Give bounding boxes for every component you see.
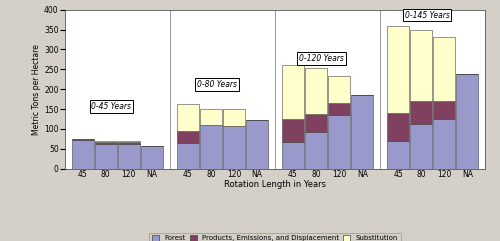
Bar xyxy=(282,65,304,119)
Bar xyxy=(434,119,456,169)
Bar xyxy=(72,140,94,169)
Bar xyxy=(223,109,245,126)
Bar xyxy=(305,132,327,169)
Bar xyxy=(410,30,432,101)
Bar xyxy=(200,125,222,169)
Bar xyxy=(434,37,456,101)
X-axis label: Rotation Length in Years: Rotation Length in Years xyxy=(224,181,326,189)
Bar xyxy=(328,115,350,169)
Text: 0-80 Years: 0-80 Years xyxy=(196,80,236,89)
Bar xyxy=(94,141,116,142)
Bar xyxy=(352,95,373,169)
Bar xyxy=(410,124,432,169)
Bar xyxy=(118,142,140,144)
Y-axis label: Metric Tons per Hectare: Metric Tons per Hectare xyxy=(32,44,42,135)
Bar xyxy=(200,109,222,125)
Bar xyxy=(72,139,94,140)
Bar xyxy=(282,119,304,142)
Bar xyxy=(177,131,199,143)
Bar xyxy=(305,68,327,114)
Bar xyxy=(410,101,432,124)
Bar xyxy=(177,104,199,131)
Bar xyxy=(387,141,409,169)
Bar xyxy=(118,144,140,169)
Bar xyxy=(223,126,245,169)
Text: 0-120 Years: 0-120 Years xyxy=(300,54,344,63)
Legend: Forest, Products, Emissions, and Displacement, Substitution: Forest, Products, Emissions, and Displac… xyxy=(149,233,401,241)
Bar xyxy=(328,103,350,115)
Bar xyxy=(141,146,163,169)
Bar xyxy=(434,101,456,119)
Bar xyxy=(246,120,268,169)
Bar xyxy=(387,113,409,141)
Bar xyxy=(94,144,116,169)
Bar xyxy=(456,74,478,169)
Bar xyxy=(328,76,350,103)
Text: 0-145 Years: 0-145 Years xyxy=(404,11,450,20)
Bar xyxy=(282,142,304,169)
Bar xyxy=(305,114,327,132)
Bar xyxy=(94,142,116,144)
Bar xyxy=(118,141,140,142)
Bar xyxy=(387,26,409,113)
Text: 0-45 Years: 0-45 Years xyxy=(92,102,132,111)
Bar xyxy=(177,143,199,169)
